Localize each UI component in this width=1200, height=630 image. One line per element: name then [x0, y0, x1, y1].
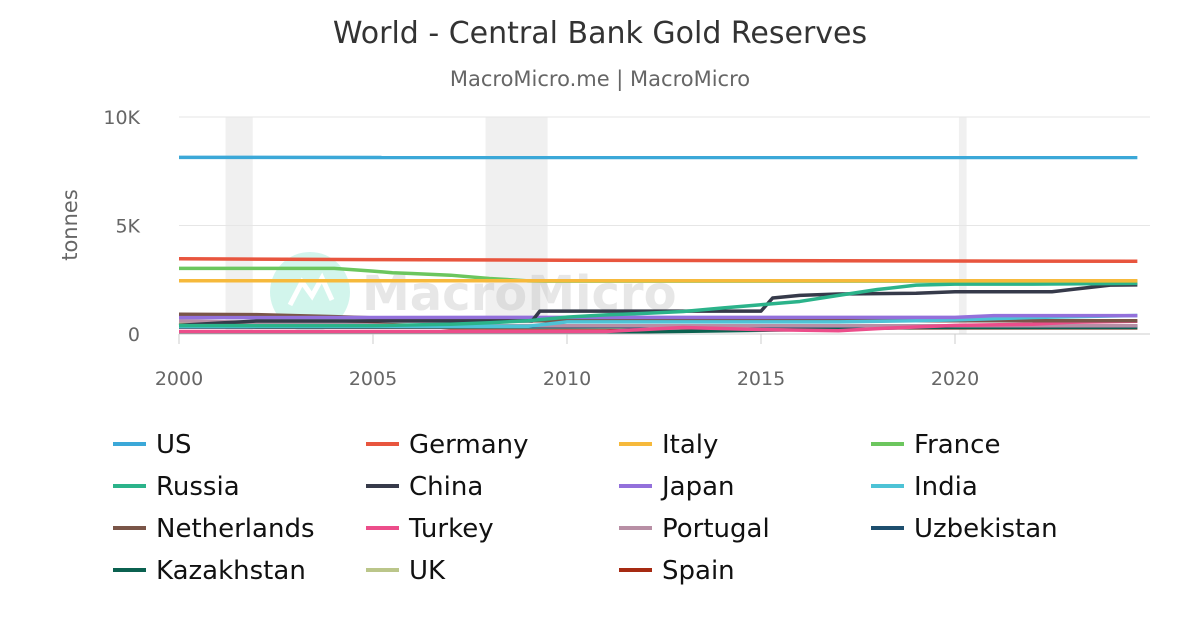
- series-line-china: [178, 283, 1138, 328]
- chart-title: World - Central Bank Gold Reserves: [333, 16, 867, 51]
- y-tick-label: 0: [128, 324, 140, 346]
- x-tick-label: 2015: [737, 368, 785, 390]
- legend-item-india: India: [914, 472, 978, 502]
- series-line-turkey: [179, 319, 1138, 334]
- legend-item-netherlands: Netherlands: [156, 514, 315, 544]
- legend-item-china: China: [409, 472, 483, 502]
- legend-item-uk: UK: [409, 556, 446, 586]
- series-line-russia: [178, 281, 1138, 328]
- series-line-india: [179, 313, 1138, 328]
- series-line-germany: [178, 256, 1138, 264]
- legend-item-spain: Spain: [662, 556, 735, 586]
- legend-item-russia: Russia: [156, 472, 240, 502]
- legend-item-portugal: Portugal: [662, 514, 770, 544]
- chart-subtitle: MacroMicro.me | MacroMicro: [450, 67, 750, 92]
- x-tick-label: 2020: [931, 368, 979, 390]
- y-tick-label: 5K: [115, 216, 140, 238]
- x-tick-label: 2005: [349, 368, 397, 390]
- legend-item-italy: Italy: [662, 430, 718, 460]
- x-tick-label: 2010: [543, 368, 591, 390]
- legend-item-france: France: [914, 430, 1000, 460]
- x-tick-label: 2000: [155, 368, 203, 390]
- y-axis-label: tonnes: [58, 189, 82, 261]
- legend-item-japan: Japan: [660, 472, 735, 502]
- legend-item-germany: Germany: [409, 430, 529, 460]
- legend-item-uzbekistan: Uzbekistan: [914, 514, 1058, 544]
- legend-item-kazakhstan: Kazakhstan: [156, 556, 306, 586]
- y-tick-label: 10K: [103, 107, 140, 129]
- series-line-japan: [178, 313, 1138, 320]
- legend-item-turkey: Turkey: [408, 514, 494, 544]
- legend-item-us: US: [156, 430, 192, 460]
